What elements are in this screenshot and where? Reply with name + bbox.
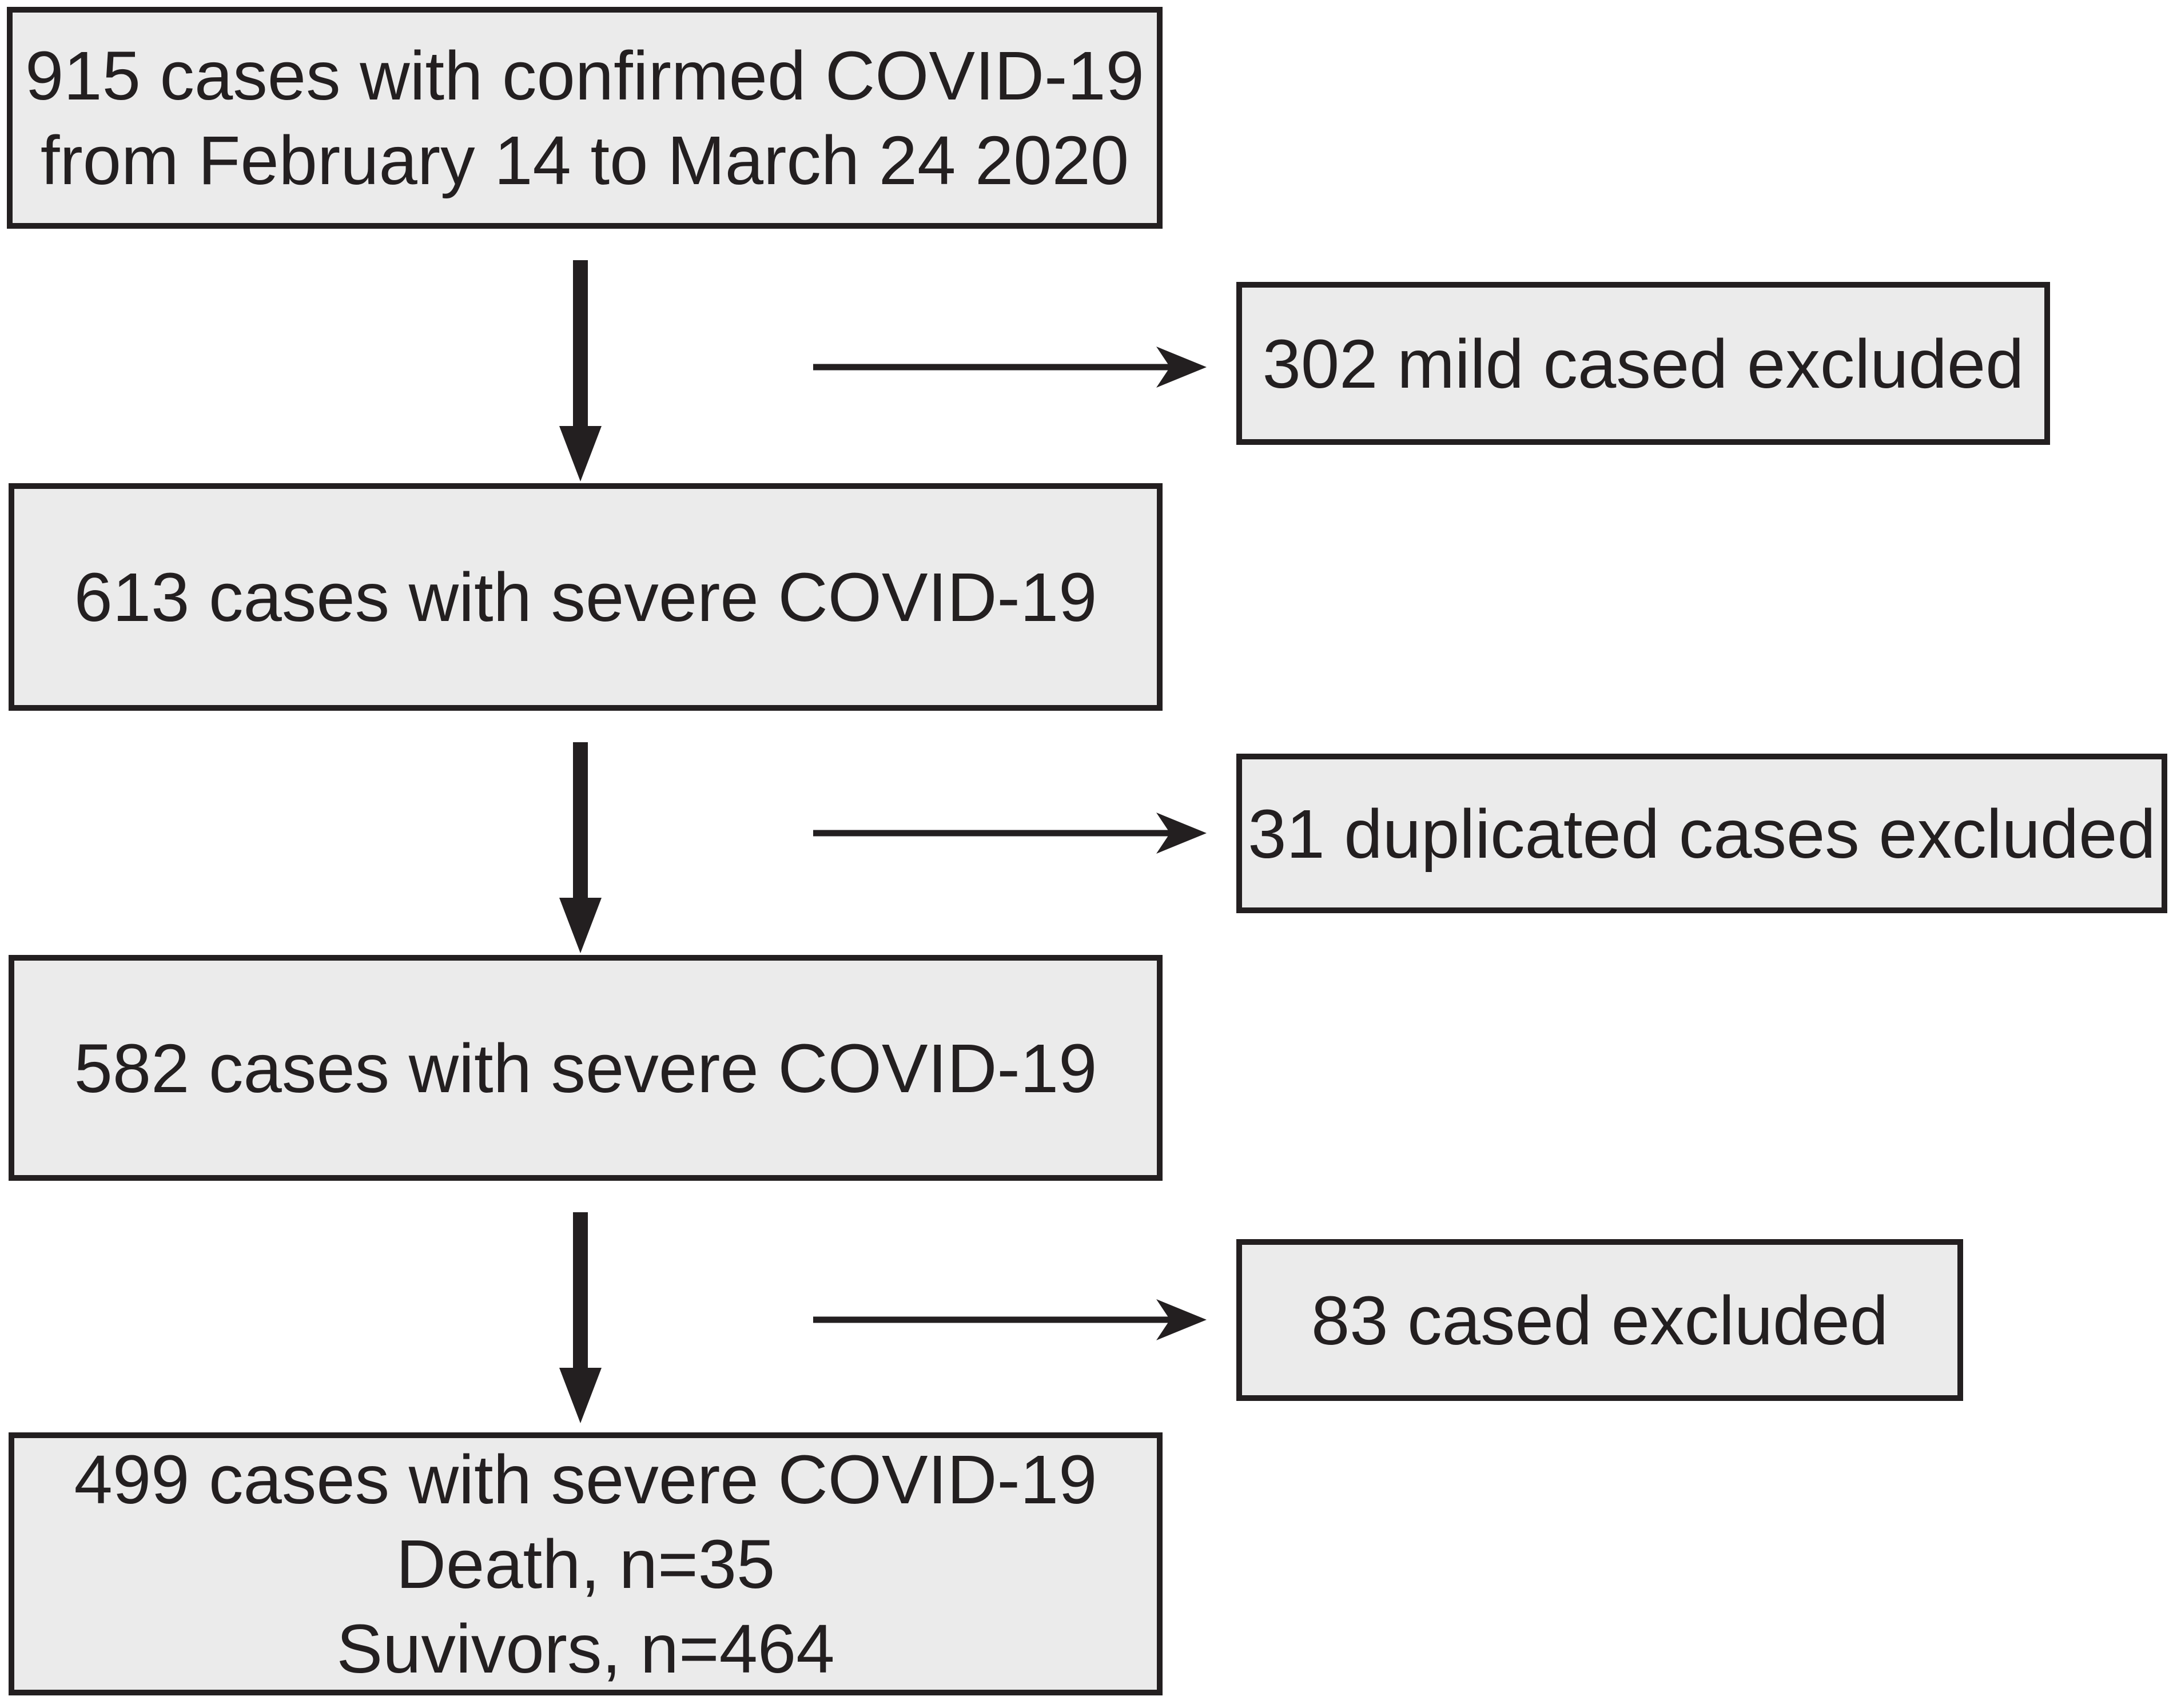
down-arrow-3	[559, 1212, 602, 1423]
right-arrow-3	[813, 1299, 1207, 1340]
box-83-excluded: 83 cased excluded	[1236, 1239, 1963, 1401]
box-final-cohort-line-1: 499 cases with severe COVID-19	[74, 1440, 1097, 1518]
box-severe-582: 582 cases with severe COVID-19	[9, 955, 1163, 1181]
right-arrow-1	[813, 347, 1207, 388]
box-final-cohort-line-2: Death, n=35	[396, 1525, 775, 1603]
box-83-excluded-label: 83 cased excluded	[1311, 1281, 1889, 1359]
down-arrow-2	[559, 742, 602, 953]
box-confirmed-cases-line-1: 915 cases with confirmed COVID-19	[25, 37, 1144, 114]
box-final-cohort-line-3: Suvivors, n=464	[336, 1610, 835, 1687]
box-severe-613-label: 613 cases with severe COVID-19	[74, 558, 1097, 636]
right-arrow-2	[813, 813, 1207, 854]
box-mild-excluded: 302 mild cased excluded	[1236, 282, 2050, 445]
box-duplicated-excluded-label: 31 duplicated cases excluded	[1248, 794, 2156, 873]
box-duplicated-excluded: 31 duplicated cases excluded	[1236, 754, 2167, 913]
box-confirmed-cases: 915 cases with confirmed COVID-19 from F…	[7, 7, 1163, 229]
box-severe-582-label: 582 cases with severe COVID-19	[74, 1029, 1097, 1107]
box-confirmed-cases-line-2: from February 14 to March 24 2020	[40, 121, 1129, 199]
box-mild-excluded-label: 302 mild cased excluded	[1262, 324, 2024, 403]
box-final-cohort: 499 cases with severe COVID-19 Death, n=…	[9, 1432, 1163, 1695]
box-severe-613: 613 cases with severe COVID-19	[9, 483, 1163, 711]
down-arrow-1	[559, 260, 602, 481]
